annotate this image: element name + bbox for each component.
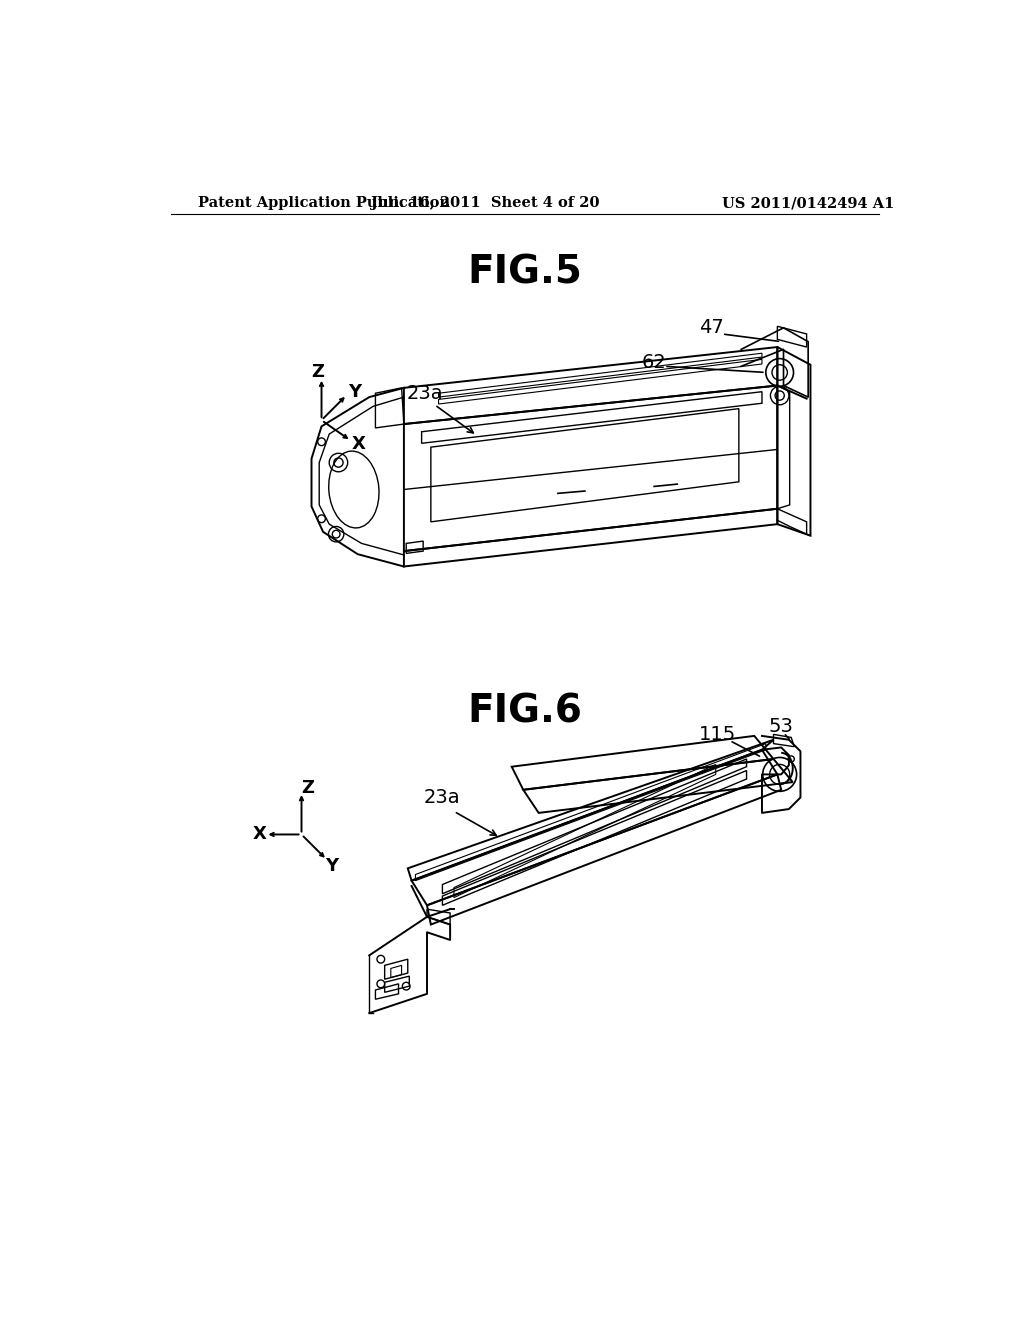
Text: 115: 115 bbox=[698, 725, 736, 744]
Text: 62: 62 bbox=[642, 352, 667, 372]
Text: 47: 47 bbox=[698, 318, 724, 338]
Text: Z: Z bbox=[311, 363, 325, 380]
Text: US 2011/0142494 A1: US 2011/0142494 A1 bbox=[722, 197, 894, 210]
Text: Z: Z bbox=[301, 779, 314, 797]
Text: 23a: 23a bbox=[424, 788, 461, 807]
Text: Jun. 16, 2011  Sheet 4 of 20: Jun. 16, 2011 Sheet 4 of 20 bbox=[371, 197, 599, 210]
Text: Y: Y bbox=[325, 857, 338, 875]
Text: 23a: 23a bbox=[407, 384, 443, 403]
Text: X: X bbox=[352, 434, 366, 453]
Text: Patent Application Publication: Patent Application Publication bbox=[199, 197, 451, 210]
Text: FIG.6: FIG.6 bbox=[467, 692, 583, 730]
Text: Y: Y bbox=[348, 383, 361, 401]
Text: FIG.5: FIG.5 bbox=[467, 253, 583, 292]
Text: X: X bbox=[252, 825, 266, 843]
Text: 53: 53 bbox=[769, 717, 794, 737]
